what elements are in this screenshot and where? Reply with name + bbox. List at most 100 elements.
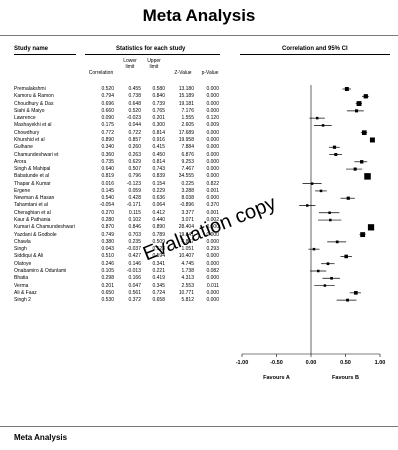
study-z-value-cell: 0.225 <box>181 180 194 187</box>
study-correlation-cell: 0.819 <box>101 173 114 180</box>
study-name-cell: Yazdani & Godbole <box>14 231 57 238</box>
favours-a-label: Favours A <box>263 375 290 381</box>
study-p-value-cell: 0.009 <box>206 122 219 129</box>
point-estimate-marker <box>346 196 350 200</box>
point-estimate-marker <box>335 240 339 244</box>
study-correlation-cell: 0.246 <box>101 260 114 267</box>
point-estimate-marker <box>356 101 362 106</box>
study-name-cell: Gulhane <box>14 144 33 151</box>
study-p-value-cell: 0.000 <box>206 136 219 143</box>
study-lower-limit-cell: 0.455 <box>128 86 141 92</box>
study-correlation-cell: 0.145 <box>101 187 114 194</box>
study-z-value-cell: 3.071 <box>181 217 194 224</box>
point-estimate-marker <box>323 284 327 287</box>
study-lower-limit-cell: -0.123 <box>126 180 141 187</box>
study-upper-limit-cell: 0.743 <box>152 166 165 173</box>
study-upper-limit-cell: 0.300 <box>152 122 165 129</box>
study-z-value-cell: 9.253 <box>181 158 194 165</box>
point-estimate-marker <box>354 291 358 295</box>
study-p-value-cell: 0.011 <box>206 282 219 289</box>
study-p-value-cell: 0.000 <box>206 158 219 165</box>
study-correlation-cell: 0.520 <box>101 86 114 92</box>
page-title: Meta Analysis <box>142 6 256 25</box>
study-p-value-cell: 0.000 <box>206 129 219 136</box>
point-estimate-marker <box>346 298 350 302</box>
study-lower-limit-cell: 0.561 <box>128 289 141 296</box>
study-upper-limit-cell: 0.440 <box>152 217 165 224</box>
study-lower-limit-cell: -0.023 <box>126 115 141 122</box>
study-name-cell: Singh & Mahipal <box>14 166 51 173</box>
study-p-value-cell: 0.000 <box>206 166 219 173</box>
study-correlation-cell: 0.043 <box>101 246 114 253</box>
study-name-cell: Mashayekhi et al <box>14 122 52 129</box>
study-upper-limit-cell: 0.341 <box>152 260 165 267</box>
study-upper-limit-cell: 0.412 <box>152 209 165 216</box>
study-name-cell: Choudhury & Das <box>14 100 54 107</box>
column-header-p-value: p-Value <box>201 70 219 76</box>
point-estimate-marker <box>328 211 331 215</box>
x-tick-label: -1.00 <box>236 360 249 366</box>
study-correlation-cell: 0.380 <box>101 238 114 245</box>
study-p-value-cell: 0.001 <box>206 209 219 216</box>
study-name-cell: Singh <box>14 246 27 253</box>
study-upper-limit-cell: 0.154 <box>152 180 165 187</box>
x-tick-label: 0.50 <box>340 360 351 366</box>
study-p-value-cell: 0.000 <box>206 260 219 267</box>
study-z-value-cell: 19.341 <box>178 231 194 238</box>
point-estimate-marker <box>344 87 349 91</box>
study-z-value-cell: 2.605 <box>181 122 194 129</box>
study-lower-limit-cell: 0.166 <box>128 275 141 282</box>
study-lower-limit-cell: 0.263 <box>128 151 141 158</box>
study-lower-limit-cell: -0.171 <box>126 202 141 209</box>
study-p-value-cell: 0.000 <box>206 275 219 282</box>
study-z-value-cell: 1.051 <box>181 246 194 253</box>
study-correlation-cell: -0.054 <box>99 202 114 209</box>
study-lower-limit-cell: 0.857 <box>128 136 141 143</box>
study-name-cell: Khurshid et al <box>14 136 45 143</box>
study-lower-limit-cell: 0.260 <box>128 144 141 151</box>
study-lower-limit-cell: 0.722 <box>128 129 141 136</box>
column-header-correlation: Correlation <box>88 70 114 76</box>
point-estimate-marker <box>363 94 368 99</box>
favours-b-label: Favours B <box>332 375 359 381</box>
study-name-cell: Olatoye <box>14 260 32 267</box>
study-p-value-cell: 0.000 <box>206 100 219 107</box>
study-p-value-cell: 0.000 <box>206 238 219 245</box>
point-estimate-marker <box>334 153 338 157</box>
study-p-value-cell: 0.000 <box>206 195 219 202</box>
study-p-value-cell: 0.822 <box>206 180 219 187</box>
study-z-value-cell: 2.553 <box>181 282 194 289</box>
study-p-value-cell: 0.000 <box>206 253 219 260</box>
study-upper-limit-cell: 0.789 <box>152 231 165 238</box>
study-name-cell: Chowdhury <box>14 129 40 136</box>
study-z-value-cell: 34.555 <box>178 173 194 180</box>
study-z-value-cell: 7.176 <box>181 107 194 114</box>
study-correlation-cell: 0.090 <box>101 115 114 122</box>
study-correlation-cell: 0.772 <box>101 129 114 136</box>
study-p-value-cell: 0.000 <box>206 173 219 180</box>
study-name-cell: Onabamiro & Odunlami <box>14 268 67 274</box>
study-upper-limit-cell: 0.636 <box>152 195 165 202</box>
point-estimate-marker <box>367 224 375 231</box>
point-estimate-marker <box>355 109 359 113</box>
point-estimate-marker <box>321 124 325 127</box>
study-upper-limit-cell: 0.890 <box>152 224 165 231</box>
study-correlation-cell: 0.890 <box>101 136 114 143</box>
study-correlation-cell: 0.105 <box>101 268 114 274</box>
study-name-cell: Singh 2 <box>14 297 31 304</box>
point-estimate-marker <box>306 204 309 207</box>
study-correlation-cell: 0.298 <box>101 275 114 282</box>
study-upper-limit-cell: 0.415 <box>152 144 165 151</box>
study-name-cell: Babatunde et al <box>14 173 50 180</box>
study-correlation-cell: 0.510 <box>101 253 114 260</box>
study-lower-limit-cell: 0.796 <box>128 173 141 180</box>
point-estimate-marker <box>310 182 314 185</box>
stats-header: Statistics for each study <box>116 46 186 52</box>
study-name-cell: Kaur & Pathania <box>14 217 51 224</box>
study-correlation-cell: 0.870 <box>101 224 114 231</box>
study-name-cell: Premalakshmi <box>14 86 46 92</box>
study-name-cell: Verma <box>14 282 29 289</box>
study-name-cell: Bhatia <box>14 275 29 282</box>
study-name-cell: Kumari & Chamundeshwari <box>14 224 75 231</box>
study-correlation-cell: 0.270 <box>101 209 114 216</box>
